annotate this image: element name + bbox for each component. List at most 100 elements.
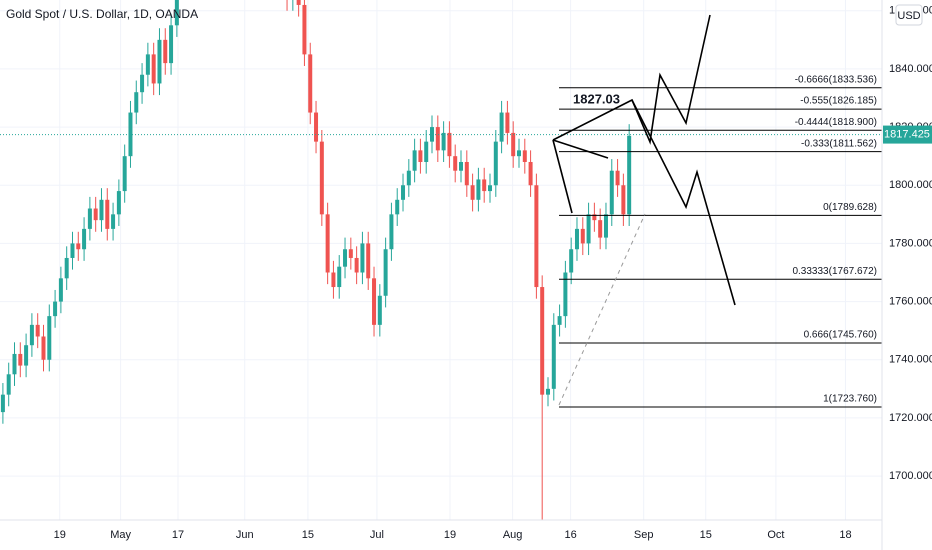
candle-body bbox=[0, 394, 5, 413]
candle-body bbox=[366, 243, 371, 279]
x-tick-label: 16 bbox=[564, 529, 576, 541]
fib-label: -0.6666(1833.536) bbox=[795, 74, 877, 85]
candle-body bbox=[551, 324, 556, 389]
candle-body bbox=[412, 150, 417, 171]
candle-body bbox=[511, 132, 516, 157]
candle-body bbox=[174, 0, 179, 26]
x-tick-label: 18 bbox=[839, 529, 851, 541]
candle-body bbox=[406, 170, 411, 186]
candle-body bbox=[70, 243, 75, 258]
candle-body bbox=[354, 257, 359, 273]
candle-body bbox=[459, 161, 464, 171]
x-tick-label: Aug bbox=[503, 529, 523, 541]
candle-body bbox=[522, 150, 527, 162]
x-tick-label: 19 bbox=[54, 529, 66, 541]
candle-body bbox=[35, 324, 40, 337]
projection-path bbox=[552, 139, 573, 214]
candle-body bbox=[343, 249, 348, 267]
candle-body bbox=[453, 156, 458, 171]
candle-body bbox=[488, 185, 492, 192]
candle-body bbox=[395, 199, 400, 215]
candle-body bbox=[563, 272, 568, 317]
candle-body bbox=[574, 228, 579, 250]
candle-body bbox=[145, 54, 150, 75]
plot-area: -0.6666(1833.536) -0.555(1826.185) -0.4444… bbox=[0, 0, 882, 520]
candle-body bbox=[603, 214, 608, 238]
x-tick-label: 15 bbox=[302, 529, 314, 541]
candle-body bbox=[331, 272, 336, 288]
y-tick-label: 1740.000 bbox=[889, 354, 932, 366]
fib-label: 0.33333(1767.672) bbox=[792, 266, 877, 277]
last-price-box bbox=[883, 125, 932, 144]
candle-body bbox=[447, 132, 452, 157]
currency[interactable]: USD bbox=[897, 10, 920, 22]
candle-body bbox=[348, 249, 353, 258]
candle-body bbox=[308, 54, 313, 113]
candle-body bbox=[621, 185, 626, 215]
last-price-label: 1817.425 bbox=[884, 128, 930, 140]
fib-label: -0.333(1811.562) bbox=[801, 138, 877, 149]
candle-body bbox=[383, 249, 388, 296]
x-tick-label: Jun bbox=[236, 529, 254, 541]
currency-box[interactable] bbox=[895, 4, 923, 26]
candle-body bbox=[105, 199, 110, 229]
candle-body bbox=[493, 141, 498, 186]
candle-body bbox=[58, 278, 63, 302]
candle-body bbox=[401, 185, 406, 200]
candle-body bbox=[615, 170, 620, 186]
candle-body bbox=[424, 141, 429, 162]
candle-body bbox=[435, 127, 440, 151]
candle-body bbox=[372, 278, 377, 325]
candle-body bbox=[534, 185, 539, 288]
projection-path bbox=[631, 99, 736, 306]
candle-body bbox=[476, 179, 481, 200]
projection-path bbox=[552, 139, 609, 159]
y-tick-label: 1780.000 bbox=[889, 237, 932, 249]
candle-body bbox=[598, 220, 603, 238]
candle-body bbox=[482, 179, 487, 192]
candle-body bbox=[41, 336, 46, 360]
candle-body bbox=[169, 25, 174, 64]
candle-body bbox=[111, 214, 116, 229]
fib-label: -0.555(1826.185) bbox=[800, 96, 877, 107]
fib-label: 1(1723.760) bbox=[823, 394, 877, 405]
candle-body bbox=[580, 228, 585, 244]
candle-body bbox=[319, 141, 324, 215]
y-tick-label: 1840.000 bbox=[889, 63, 932, 75]
candle-body bbox=[87, 208, 92, 229]
annotation: 1827.03 bbox=[573, 91, 620, 106]
trend-line bbox=[558, 213, 646, 406]
candle-body bbox=[337, 266, 342, 288]
candle-body bbox=[470, 185, 475, 200]
candle-body bbox=[99, 199, 104, 221]
candle-body bbox=[76, 243, 81, 250]
candle-body bbox=[505, 112, 510, 133]
fib-label: -0.4444(1818.900) bbox=[795, 117, 877, 128]
projection-path bbox=[552, 14, 711, 145]
candle-body bbox=[134, 92, 139, 113]
candle-body bbox=[418, 150, 423, 162]
y-tick-label: 1720.000 bbox=[889, 412, 932, 424]
x-tick-label: Jul bbox=[370, 529, 384, 541]
candle-body bbox=[128, 112, 133, 157]
candle-body bbox=[302, 4, 307, 55]
candle-body bbox=[6, 374, 11, 395]
candle-body bbox=[569, 249, 574, 273]
candle-body bbox=[93, 208, 98, 221]
candle-body bbox=[18, 353, 23, 366]
fib-label: 0(1789.628) bbox=[823, 202, 877, 213]
y-tick-label: 1800.000 bbox=[889, 179, 932, 191]
candle-body bbox=[540, 287, 545, 395]
candle-body bbox=[12, 353, 17, 375]
candle-body bbox=[47, 316, 52, 360]
x-tick-label: Oct bbox=[767, 529, 784, 541]
x-tick-label: 17 bbox=[172, 529, 184, 541]
candle-body bbox=[82, 228, 87, 250]
x-tick-label: 19 bbox=[444, 529, 456, 541]
candle-body bbox=[360, 243, 365, 273]
candle-body bbox=[296, 0, 301, 5]
candle-body bbox=[592, 214, 597, 221]
candle-body bbox=[627, 135, 632, 215]
y-tick-label: 1760.000 bbox=[889, 295, 932, 307]
candle-body bbox=[325, 214, 330, 273]
